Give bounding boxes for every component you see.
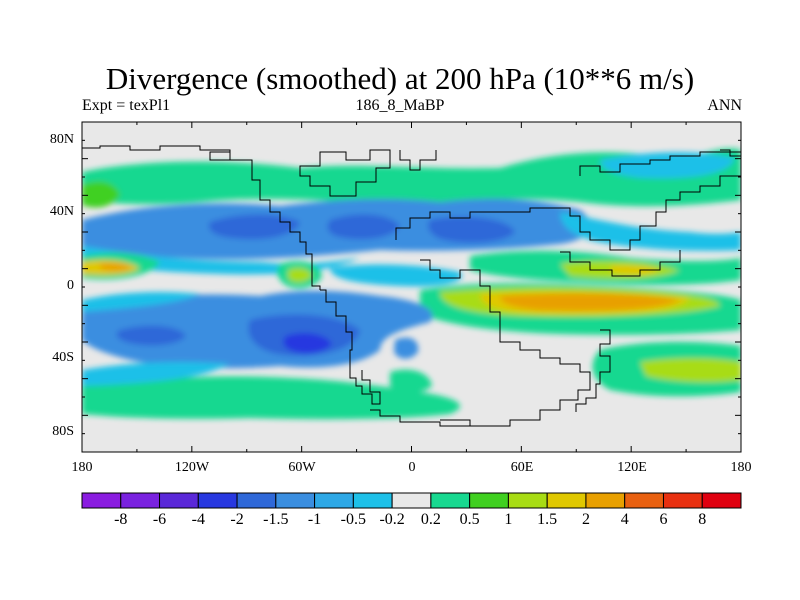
tropical-cyan-center xyxy=(330,264,462,287)
colorbar-label: 2 xyxy=(581,511,590,528)
colorbar-swatch xyxy=(546,492,587,509)
colorbar-label: 6 xyxy=(659,511,668,528)
lat-label-80n: 80N xyxy=(49,132,74,147)
lat-label-40n: 40N xyxy=(49,204,74,219)
colorbar-swatch xyxy=(352,492,393,509)
colorbar-label: -0.5 xyxy=(340,511,367,528)
south-cyan-fringe xyxy=(82,292,200,312)
lon-label-180e: 180 xyxy=(730,460,752,475)
colorbar-swatch xyxy=(120,492,161,509)
axis-ticks xyxy=(81,121,742,453)
colorbar-swatch xyxy=(624,492,664,509)
colorbar-swatch xyxy=(236,492,277,509)
east-cyan-band xyxy=(560,212,741,251)
lat-label-eq: 0 xyxy=(67,278,74,293)
colorbar-label: -1 xyxy=(307,511,322,528)
colorbar-label: -6 xyxy=(152,511,167,528)
colorbar-label: 1.5 xyxy=(537,511,558,528)
colorbar-swatch xyxy=(314,492,354,509)
south-deep-blue-west xyxy=(116,325,186,346)
coastlines xyxy=(82,145,741,427)
colorbar-swatch xyxy=(81,492,122,509)
colorbar-swatch xyxy=(430,492,471,509)
lon-label-60e: 60E xyxy=(510,460,534,475)
tropical-yellow-ne xyxy=(610,265,660,275)
lon-label-180w: 180 xyxy=(71,460,93,475)
map-title: Divergence (smoothed) at 200 hPa (10**6 … xyxy=(105,61,695,96)
colorbar-swatch xyxy=(701,492,742,509)
lon-label-120e: 120E xyxy=(617,460,647,475)
north-green-band xyxy=(82,148,741,207)
lon-label-0: 0 xyxy=(408,460,416,475)
season-label: ANN xyxy=(707,97,742,114)
coastline-south-america xyxy=(320,289,381,405)
north-cyan-patch xyxy=(600,152,735,179)
colorbar-swatch xyxy=(507,492,548,509)
southern-ocean-green-band xyxy=(82,376,460,420)
colorbar-swatch xyxy=(469,492,509,509)
lat-label-80s: 80S xyxy=(52,424,74,439)
southern-ocean-green-mid xyxy=(390,369,432,393)
colorbar-label: 8 xyxy=(698,511,707,528)
coastline-southeast-asia xyxy=(560,250,681,277)
tropical-orange-west xyxy=(100,263,132,271)
southern-ocean-lime-east xyxy=(640,358,741,383)
colorbar-label: 0.5 xyxy=(459,511,480,528)
coastline-asia-north xyxy=(579,151,741,176)
coastline-eurasia xyxy=(395,175,741,251)
north-green-patch-left xyxy=(82,181,120,208)
coastline-north-america xyxy=(82,145,321,290)
north-deep-blue-2 xyxy=(327,214,400,240)
colorbar-label: -4 xyxy=(191,511,205,528)
coastline-greenland xyxy=(299,149,391,197)
colorbar xyxy=(81,492,742,509)
colorbar-label: -8 xyxy=(114,511,128,528)
coastline-antarctic-peninsula xyxy=(370,409,470,427)
coastline-arctic-islands xyxy=(209,150,437,171)
colorbar-label: 1 xyxy=(504,511,513,528)
divergence-field xyxy=(82,122,741,452)
south-dark-blue-core xyxy=(283,333,332,354)
colorbar-swatch xyxy=(197,492,238,509)
southern-ocean-cyan xyxy=(82,362,230,386)
lon-label-120w: 120W xyxy=(174,460,210,475)
experiment-label: Expt = texPl1 xyxy=(82,97,171,114)
colorbar-swatch xyxy=(159,492,199,509)
colorbar-label: 4 xyxy=(620,511,629,528)
colorbar-label: 0.2 xyxy=(420,511,441,528)
colorbar-label: -0.2 xyxy=(379,511,405,528)
north-deep-blue-1 xyxy=(208,214,300,240)
colorbar-label: -1.5 xyxy=(263,511,289,528)
coastline-east-arctic xyxy=(720,149,741,157)
coastline-africa xyxy=(420,259,591,427)
colorbar-label: -2 xyxy=(230,511,244,528)
north-deep-blue-3 xyxy=(428,216,515,243)
colorbar-swatch xyxy=(585,492,626,509)
lat-label-40s: 40S xyxy=(52,350,74,365)
colorbar-swatch xyxy=(391,492,432,509)
south-orange-band xyxy=(500,293,680,311)
tropical-lime-mid xyxy=(288,268,312,283)
period-label: 186_8_MaBP xyxy=(355,97,445,114)
coastline-australia xyxy=(575,329,611,412)
lon-label-60w: 60W xyxy=(288,460,316,475)
south-blue-patch-atlantic xyxy=(394,337,419,359)
colorbar-swatch xyxy=(662,492,703,509)
colorbar-swatch xyxy=(275,492,316,509)
